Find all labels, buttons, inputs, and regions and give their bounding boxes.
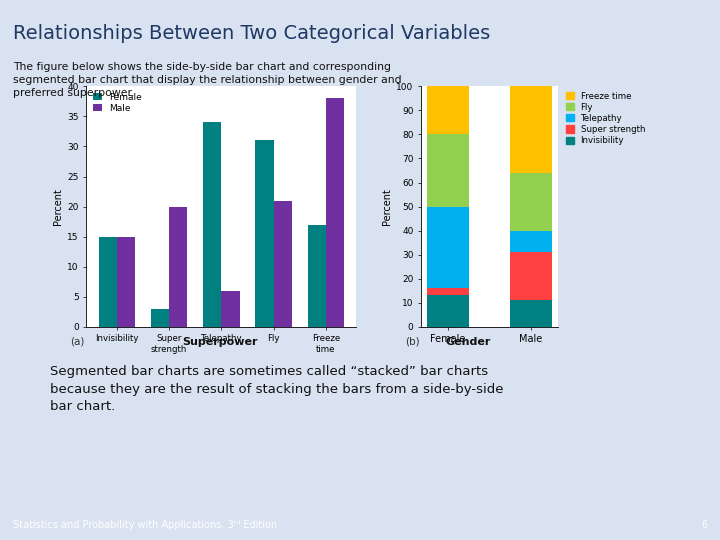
- Bar: [510, 231, 552, 252]
- Text: The figure below shows the side-by-side bar chart and corresponding
segmented ba: The figure below shows the side-by-side …: [13, 62, 402, 98]
- Text: Segmented bar charts are sometimes called “stacked” bar charts
because they are : Segmented bar charts are sometimes calle…: [50, 364, 504, 414]
- Bar: [510, 252, 552, 300]
- Bar: [428, 206, 469, 288]
- Bar: [222, 291, 240, 327]
- Bar: [510, 173, 552, 231]
- Bar: [510, 86, 552, 173]
- Bar: [169, 206, 187, 327]
- Text: Gender: Gender: [445, 336, 491, 347]
- Bar: [274, 200, 292, 327]
- Bar: [99, 237, 117, 327]
- Text: 6: 6: [701, 520, 707, 530]
- Bar: [151, 309, 169, 327]
- Text: (a): (a): [71, 336, 85, 347]
- Legend: Female, Male: Female, Male: [91, 91, 143, 114]
- Bar: [256, 140, 274, 327]
- Text: (b): (b): [405, 336, 419, 347]
- Text: Relationships Between Two Categorical Variables: Relationships Between Two Categorical Va…: [13, 24, 490, 43]
- Bar: [117, 237, 135, 327]
- Bar: [307, 225, 326, 327]
- Legend: Freeze time, Fly, Telepathy, Super strength, Invisibility: Freeze time, Fly, Telepathy, Super stren…: [565, 91, 646, 146]
- Text: Superpower: Superpower: [182, 336, 257, 347]
- Bar: [326, 98, 344, 327]
- Y-axis label: Percent: Percent: [382, 188, 392, 225]
- Bar: [428, 288, 469, 295]
- Text: Statistics and Probability with Applications, 3ʳᵈ Edition: Statistics and Probability with Applicat…: [13, 520, 277, 530]
- Bar: [510, 300, 552, 327]
- Y-axis label: Percent: Percent: [53, 188, 63, 225]
- Bar: [428, 86, 469, 134]
- Bar: [203, 123, 222, 327]
- Bar: [428, 295, 469, 327]
- Bar: [428, 134, 469, 206]
